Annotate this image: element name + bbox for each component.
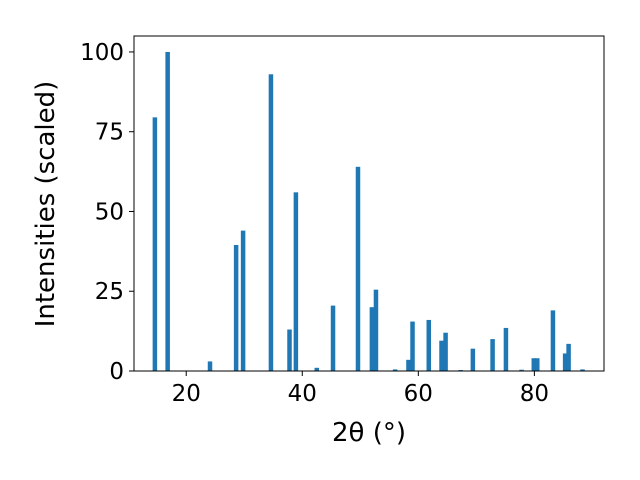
bar bbox=[439, 340, 444, 371]
y-tick-label: 0 bbox=[109, 359, 124, 385]
bar bbox=[369, 307, 375, 371]
bar bbox=[406, 359, 411, 371]
bar bbox=[580, 369, 585, 371]
bar bbox=[490, 339, 495, 371]
bar bbox=[268, 74, 274, 371]
y-tick-label: 100 bbox=[80, 40, 124, 66]
x-tick-label: 60 bbox=[404, 381, 433, 407]
x-axis-label: 2θ (°) bbox=[332, 418, 406, 448]
x-tick-label: 80 bbox=[520, 381, 549, 407]
bar bbox=[330, 305, 336, 371]
bar bbox=[519, 369, 524, 371]
bar bbox=[207, 361, 213, 371]
y-axis-ticks: 0 25 50 75 100 bbox=[80, 40, 134, 385]
bar bbox=[165, 51, 170, 371]
y-tick-label: 50 bbox=[95, 199, 124, 225]
bar bbox=[355, 166, 361, 371]
y-axis-label: Intensities (scaled) bbox=[31, 81, 61, 328]
x-tick-label: 40 bbox=[288, 381, 317, 407]
bar bbox=[373, 289, 379, 371]
plot-frame bbox=[133, 35, 605, 372]
bar bbox=[566, 343, 571, 371]
bar bbox=[287, 329, 292, 371]
bar bbox=[314, 367, 320, 371]
bar bbox=[503, 327, 509, 371]
y-tick-label: 75 bbox=[95, 120, 124, 146]
bar bbox=[240, 230, 246, 371]
bar bbox=[535, 358, 540, 371]
bar bbox=[531, 358, 537, 371]
bar-series bbox=[152, 51, 585, 371]
bar bbox=[293, 192, 299, 371]
x-axis-ticks: 20 40 60 80 bbox=[172, 371, 549, 407]
bar bbox=[392, 369, 398, 371]
bar bbox=[470, 348, 476, 371]
bar bbox=[562, 353, 568, 371]
bar bbox=[426, 319, 432, 371]
y-tick-label: 25 bbox=[95, 279, 124, 305]
x-tick-label: 20 bbox=[172, 381, 201, 407]
bar bbox=[443, 332, 448, 371]
bar bbox=[152, 117, 158, 371]
bar bbox=[410, 321, 415, 371]
bar bbox=[233, 244, 239, 371]
bar bbox=[550, 310, 556, 371]
